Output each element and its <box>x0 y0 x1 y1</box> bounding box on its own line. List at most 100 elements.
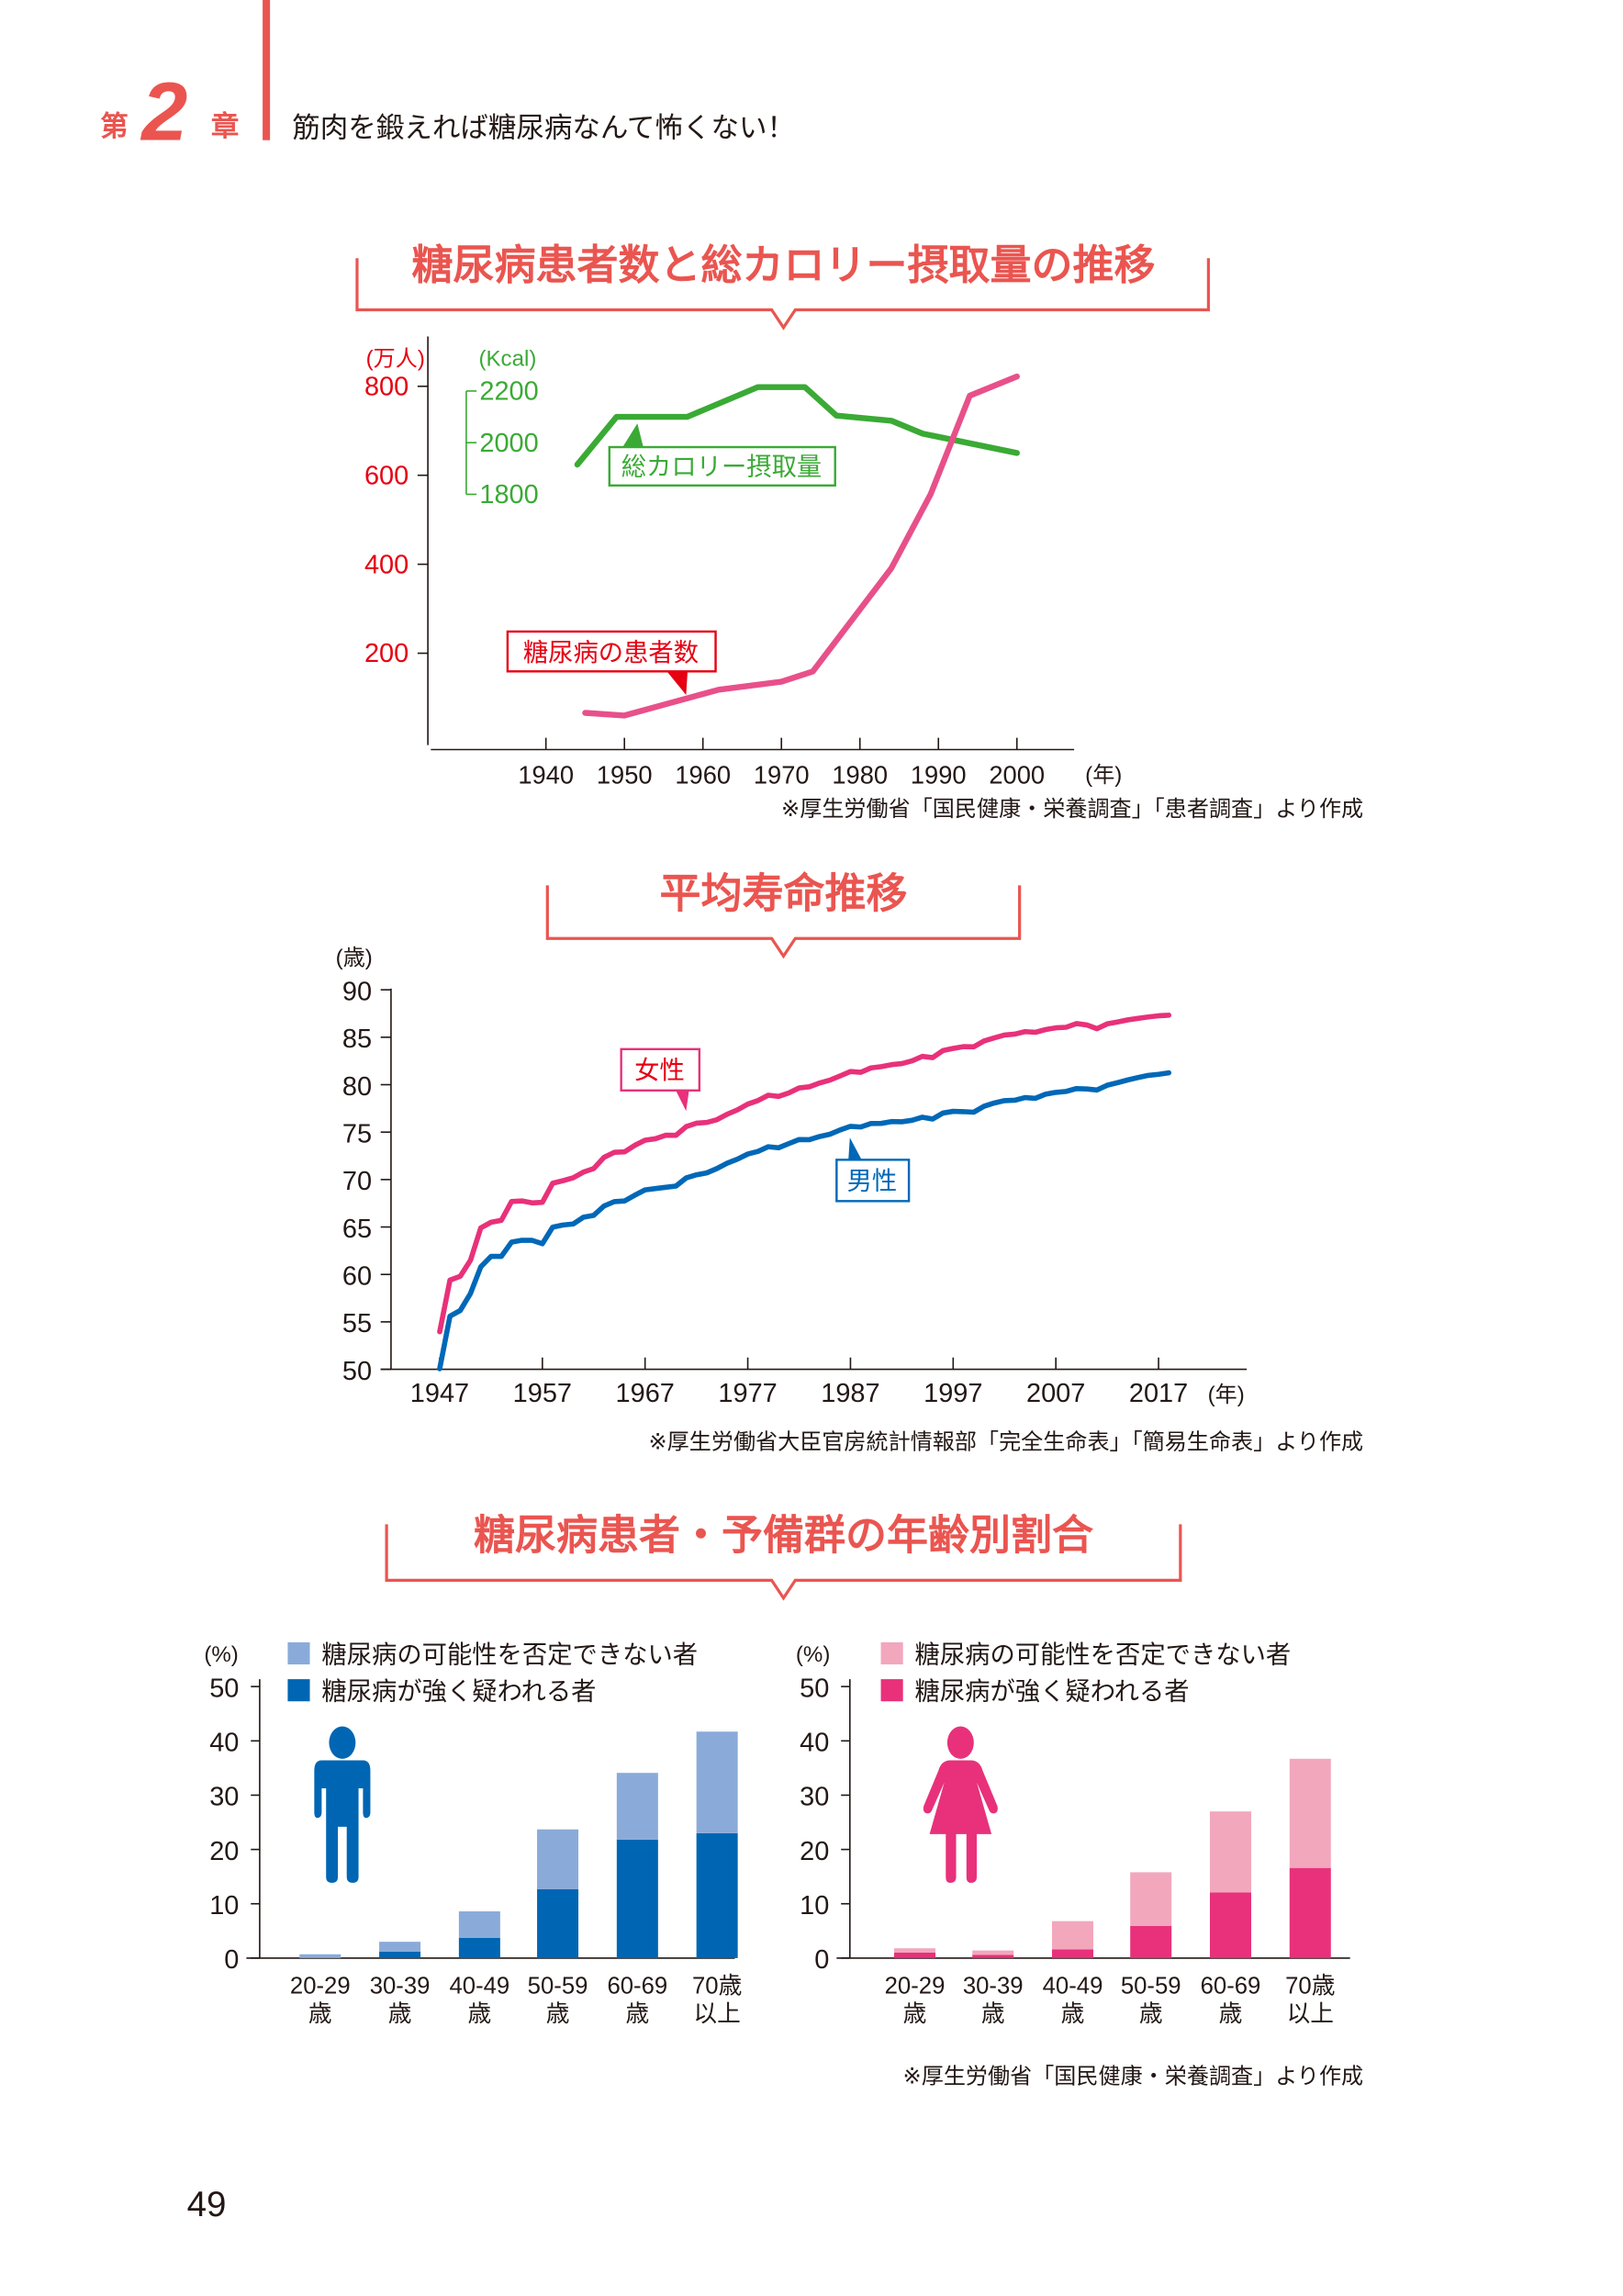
x-category-label: 70歳 <box>1285 1972 1335 1999</box>
x-category-label: 以上 <box>693 2000 740 2027</box>
bar-possible <box>537 1830 578 1889</box>
y-tick-label: 0 <box>814 1945 829 1975</box>
x-category-label: 70歳 <box>692 1972 742 1999</box>
y-tick-label: 65 <box>342 1215 372 1244</box>
x-tick-label: 1970 <box>754 760 810 789</box>
kcal-series-label: 総カロリー摂取量 <box>621 453 823 481</box>
x-category-label: 50-59 <box>528 1973 588 1999</box>
bar-strong <box>894 1953 935 1958</box>
x-tick-label: 1947 <box>410 1379 469 1408</box>
x-category-label: 歳 <box>625 2000 649 2027</box>
y-unit: (%) <box>796 1642 830 1667</box>
x-category-label: 歳 <box>981 2000 1005 2027</box>
x-tick-label: 1987 <box>821 1379 879 1408</box>
y-tick-label: 85 <box>342 1025 372 1054</box>
legend-label: 糖尿病が強く疑われる者 <box>321 1677 596 1706</box>
x-tick-label: 1950 <box>597 760 653 789</box>
chart2-y-unit: (歳) <box>336 946 373 970</box>
chapter-number: 2 <box>140 67 187 159</box>
y-tick-label: 200 <box>364 639 409 668</box>
x-tick-label: 1960 <box>675 760 731 789</box>
bar-strong <box>379 1952 420 1958</box>
x-tick-label: 2017 <box>1129 1379 1188 1408</box>
y-tick-label: 800 <box>364 372 409 401</box>
bar-possible <box>972 1951 1013 1955</box>
x-tick-label: 1997 <box>923 1379 982 1408</box>
bar-possible <box>299 1954 341 1958</box>
x-category-label: 20-29 <box>290 1973 351 1999</box>
y-tick-label: 10 <box>800 1891 829 1921</box>
bar-strong <box>1290 1868 1331 1958</box>
female-series-label: 女性 <box>634 1056 685 1084</box>
x-tick-label: 2000 <box>989 760 1045 789</box>
chart2-x-unit: (年) <box>1208 1383 1245 1407</box>
chart1-y2-unit: (Kcal) <box>478 347 536 372</box>
bar-possible <box>459 1911 500 1938</box>
bar-strong <box>1210 1892 1251 1958</box>
chart2-title: 平均寿命推移 <box>659 869 907 916</box>
y-tick-label: 90 <box>342 977 372 1006</box>
chapter-suffix: 章 <box>211 110 240 142</box>
bar-strong <box>972 1954 1013 1958</box>
female-bar-panel: (%)50403020100糖尿病の可能性を否定できない者糖尿病が強く疑われる者… <box>796 1640 1350 2027</box>
x-tick-label: 1980 <box>832 760 888 789</box>
y-tick-label: 40 <box>800 1729 829 1758</box>
y2-tick-label: 2000 <box>479 429 538 458</box>
y-tick-label: 50 <box>342 1357 372 1386</box>
chart1-title: 糖尿病患者数と総カロリー摂取量の推移 <box>411 241 1155 288</box>
x-category-label: 歳 <box>903 2000 927 2027</box>
x-tick-label: 1967 <box>616 1379 675 1408</box>
legend-label: 糖尿病が強く疑われる者 <box>915 1677 1190 1706</box>
x-category-label: 歳 <box>1219 2000 1243 2027</box>
y-tick-label: 0 <box>224 1945 239 1975</box>
chart3-title: 糖尿病患者・予備群の年齢別割合 <box>474 1512 1093 1559</box>
y-tick-label: 70 <box>342 1167 372 1196</box>
y-tick-label: 30 <box>209 1783 239 1812</box>
chart1-y-unit: (万人) <box>366 347 425 372</box>
male-figure-icon <box>314 1727 370 1883</box>
patients-series-label: 糖尿病の患者数 <box>523 638 699 666</box>
y-tick-label: 10 <box>209 1891 239 1921</box>
bar-possible <box>1052 1921 1093 1950</box>
bar-strong <box>1130 1926 1171 1958</box>
y-tick-label: 20 <box>209 1837 239 1866</box>
chart2-source: ※厚生労働省大臣官房統計情報部「完全生命表」「簡易生命表」より作成 <box>648 1429 1363 1454</box>
bar-strong <box>459 1938 500 1958</box>
x-tick-label: 1940 <box>518 760 574 789</box>
chapter-divider-bar <box>263 0 270 140</box>
bar-possible <box>617 1773 658 1840</box>
legend-label: 糖尿病の可能性を否定できない者 <box>321 1640 698 1668</box>
x-category-label: 歳 <box>388 2000 412 2027</box>
y-tick-label: 60 <box>342 1261 372 1291</box>
y-tick-label: 600 <box>364 461 409 490</box>
bar-possible <box>697 1731 738 1833</box>
y-tick-label: 80 <box>342 1072 372 1102</box>
bar-strong <box>617 1840 658 1958</box>
chart1-x-unit: (年) <box>1085 763 1122 788</box>
bar-possible <box>1290 1759 1331 1868</box>
legend-swatch <box>881 1679 903 1701</box>
legend-label: 糖尿病の可能性を否定できない者 <box>915 1640 1292 1668</box>
male-line <box>440 1073 1169 1369</box>
bar-strong <box>537 1889 578 1958</box>
x-category-label: 30-39 <box>370 1973 431 1999</box>
x-category-label: 歳 <box>468 2000 492 2027</box>
x-category-label: 以上 <box>1287 2000 1334 2027</box>
y-tick-label: 55 <box>342 1309 372 1338</box>
y-tick-label: 400 <box>364 550 409 579</box>
x-category-label: 40-49 <box>449 1973 509 1999</box>
legend-swatch <box>287 1679 309 1701</box>
x-category-label: 60-69 <box>1201 1973 1261 1999</box>
x-category-label: 20-29 <box>885 1973 946 1999</box>
bar-strong <box>697 1833 738 1958</box>
y-tick-label: 50 <box>209 1674 239 1703</box>
female-line <box>440 1015 1169 1332</box>
legend-swatch <box>287 1642 309 1664</box>
bar-possible <box>379 1942 420 1952</box>
x-category-label: 歳 <box>308 2000 332 2027</box>
legend-swatch <box>881 1642 903 1664</box>
y-tick-label: 30 <box>800 1783 829 1812</box>
